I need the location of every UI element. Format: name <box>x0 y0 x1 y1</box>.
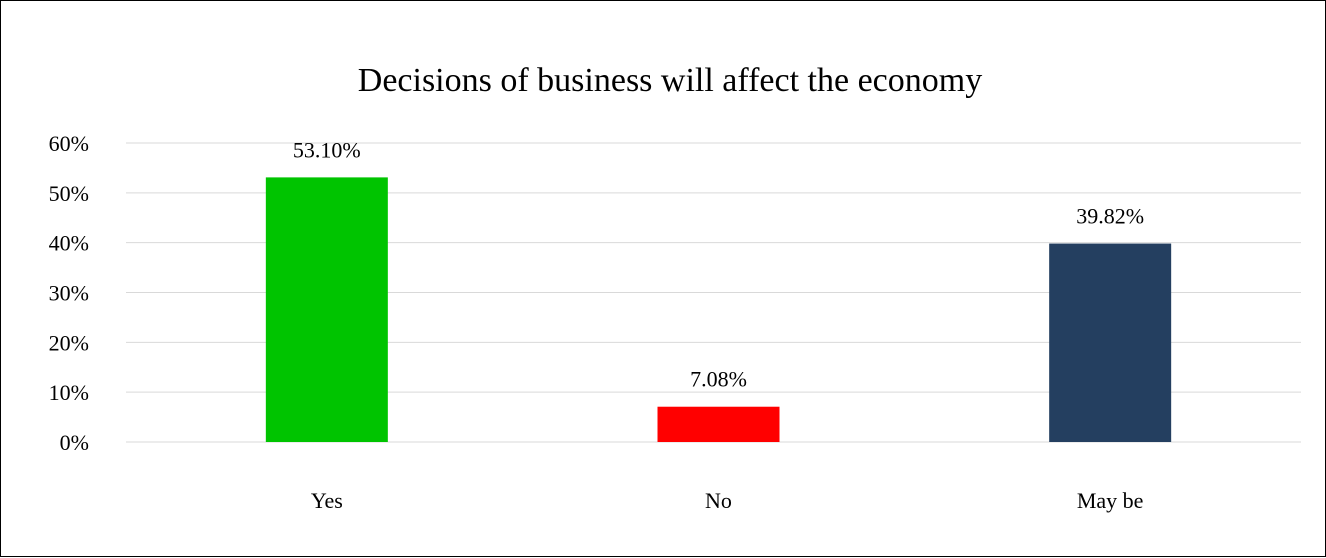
data-labels: 53.10% 7.08% 39.82% <box>293 137 1144 391</box>
category-label: No <box>705 488 732 513</box>
y-tick-label: 30% <box>49 281 89 306</box>
y-tick-label: 10% <box>49 380 89 405</box>
data-label: 7.08% <box>690 367 747 392</box>
category-label: May be <box>1077 488 1144 513</box>
y-axis-ticks: 0% 10% 20% 30% 40% 50% 60% <box>49 131 89 455</box>
x-axis-categories: Yes No May be <box>311 488 1144 513</box>
y-tick-label: 20% <box>49 330 89 355</box>
bars <box>265 177 1172 442</box>
y-tick-label: 60% <box>49 131 89 156</box>
y-tick-label: 0% <box>60 430 89 455</box>
data-label: 39.82% <box>1076 204 1144 229</box>
y-tick-label: 50% <box>49 181 89 206</box>
y-tick-label: 40% <box>49 231 89 256</box>
bar-no <box>657 406 780 442</box>
data-label: 53.10% <box>293 137 361 162</box>
bar-may-be <box>1049 243 1172 442</box>
category-label: Yes <box>311 488 343 513</box>
chart-title: Decisions of business will affect the ec… <box>358 62 982 99</box>
bar-yes <box>265 177 388 442</box>
